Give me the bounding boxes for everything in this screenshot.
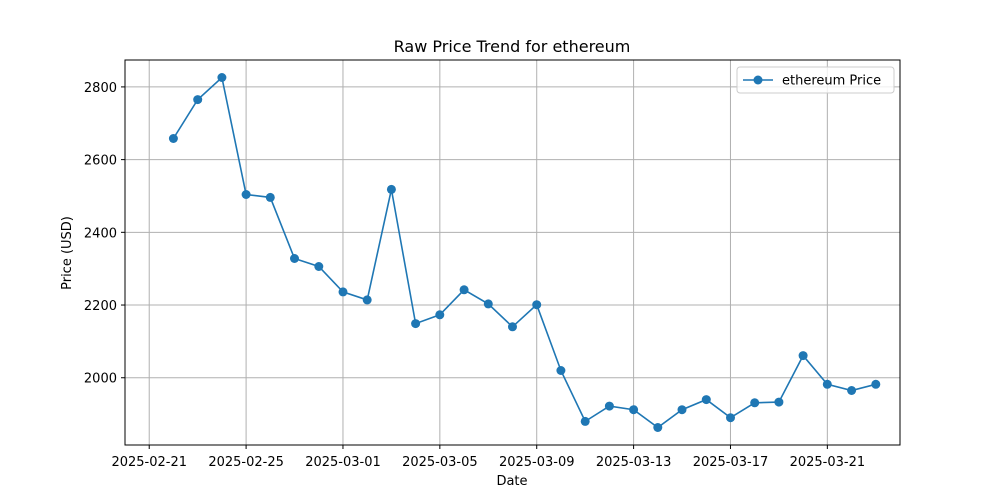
data-point: [241, 190, 251, 199]
data-point: [459, 285, 469, 295]
y-axis-label: Price (USD): [60, 216, 75, 290]
y-tick-label: 2600: [84, 154, 117, 169]
data-point: [483, 299, 493, 309]
x-axis: 2025-02-21 2025-02-25 2025-03-01 2025-03-05…: [111, 445, 865, 470]
x-tick-label: 2025-03-01: [305, 455, 381, 470]
data-point: [314, 262, 324, 271]
y-tick-label: 2000: [84, 372, 117, 387]
data-point: [508, 322, 517, 332]
data-point: [629, 405, 639, 415]
data-point: [604, 401, 614, 411]
data-point: [168, 134, 178, 143]
data-point: [847, 386, 857, 395]
x-tick-label: 2025-03-21: [790, 455, 866, 470]
legend-label: ethereum Price: [782, 74, 881, 89]
data-point: [871, 379, 881, 389]
chart-title: Raw Price Trend for ethereum: [394, 37, 631, 56]
data-point: [798, 351, 808, 361]
data-point: [774, 397, 784, 407]
data-point: [217, 73, 227, 82]
series-group: [168, 73, 881, 432]
y-axis: 2000 2200 2400 2600 2800: [84, 81, 125, 387]
y-tick-label: 2200: [84, 299, 117, 314]
data-point: [532, 300, 542, 310]
data-point: [362, 295, 372, 305]
data-point: [750, 398, 760, 408]
data-point: [265, 192, 275, 202]
data-point: [435, 310, 445, 320]
data-point: [338, 287, 348, 297]
x-tick-label: 2025-03-13: [596, 455, 672, 470]
x-tick-label: 2025-02-25: [208, 455, 284, 470]
x-axis-label: Date: [496, 474, 527, 489]
y-tick-label: 2400: [84, 226, 117, 241]
data-point: [701, 395, 711, 405]
data-point: [556, 366, 566, 375]
series-line: [172, 75, 876, 429]
legend-marker: [753, 75, 763, 85]
y-tick-label: 2800: [84, 81, 117, 96]
data-point: [653, 423, 663, 432]
data-point: [726, 413, 735, 423]
data-point: [580, 416, 590, 426]
legend: ethereum Price: [736, 66, 895, 94]
grid: [125, 60, 900, 445]
data-point: [677, 405, 687, 415]
x-tick-label: 2025-03-09: [499, 455, 575, 470]
data-point: [193, 95, 203, 105]
x-tick-label: 2025-02-21: [111, 455, 187, 470]
data-point: [822, 379, 832, 389]
legend-box: [736, 66, 895, 94]
data-point: [411, 319, 421, 329]
x-tick-label: 2025-03-17: [693, 455, 769, 470]
x-tick-label: 2025-03-05: [402, 455, 478, 470]
plot-frame: [124, 59, 901, 446]
data-point: [290, 254, 299, 263]
data-point: [386, 184, 396, 194]
